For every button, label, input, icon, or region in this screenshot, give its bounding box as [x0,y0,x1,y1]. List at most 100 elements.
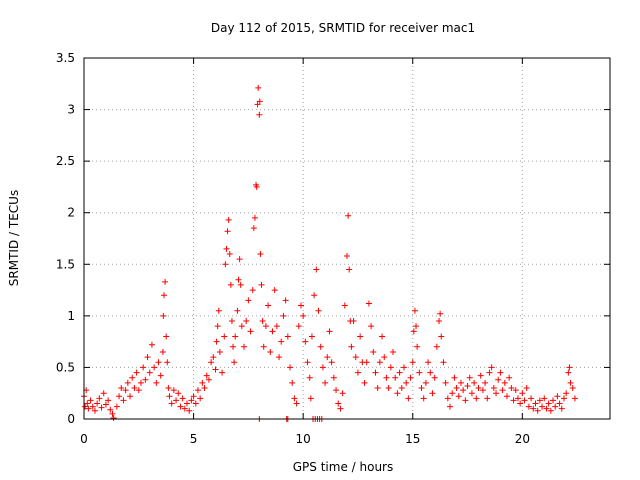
data-point [190,393,197,400]
data-point [539,403,546,410]
data-point [260,343,267,350]
data-point [175,390,182,397]
data-point [433,343,440,350]
data-point [91,407,98,414]
x-axis-label: GPS time / hours [293,460,394,474]
data-point [160,312,167,319]
data-point [344,253,350,260]
data-point [521,397,528,404]
data-point [565,369,572,376]
y-tick-label: 3 [67,103,75,117]
data-point [197,395,204,402]
data-point [214,323,221,330]
data-point [372,369,379,376]
data-point [394,390,401,397]
data-point [257,250,264,257]
data-point [162,278,169,285]
x-tick-label: 5 [190,432,198,446]
data-point [107,406,114,413]
data-point [87,397,94,404]
data-point [247,328,254,335]
data-point [532,400,539,407]
data-point [451,374,458,381]
data-point [110,414,117,421]
data-point [302,338,309,345]
data-point [165,385,172,392]
data-point [363,359,370,366]
data-point [201,385,208,392]
data-point [547,407,554,414]
data-point [442,379,449,386]
data-point [251,214,258,221]
data-point [137,379,144,386]
data-point [365,300,372,307]
data-point [444,395,451,402]
data-point [525,403,532,410]
data-point [269,328,276,335]
chart-title: Day 112 of 2015, SRMTID for receiver mac… [211,21,475,35]
data-point [403,379,410,386]
data-point [490,385,497,392]
data-point [304,359,311,366]
data-point [337,405,344,412]
data-point [455,393,462,400]
data-point [429,390,436,397]
data-point [297,302,304,309]
data-point [124,379,131,386]
data-point [109,410,116,417]
data-point [278,338,285,345]
data-point [267,348,274,355]
data-point [255,84,262,91]
data-point [567,379,574,386]
data-point [339,390,346,397]
data-point [560,395,567,402]
data-point [381,354,388,361]
y-tick-label: 3.5 [56,51,75,65]
data-point [256,98,263,105]
data-point [374,385,381,392]
data-point [499,387,506,394]
data-point [216,348,223,355]
data-point [376,359,383,366]
data-point [357,333,364,340]
data-point [311,292,318,299]
x-tick-label: 10 [296,432,311,446]
data-point [249,287,256,294]
data-point [157,372,164,379]
data-point [352,354,359,361]
x-tick-label: 0 [80,432,88,446]
data-point [308,333,315,340]
data-point [479,387,486,394]
data-point [503,393,510,400]
data-point [466,374,473,381]
data-point [223,245,230,252]
data-point [228,318,235,325]
data-point [170,387,177,394]
data-point [135,387,142,394]
data-point [335,400,342,407]
data-point [411,307,418,314]
y-tick-label: 0.5 [56,360,75,374]
data-point [85,405,92,412]
data-point [545,400,552,407]
data-point [556,400,563,407]
data-point [350,318,357,325]
data-point [477,372,484,379]
y-tick-label: 2.5 [56,154,75,168]
data-point [133,369,140,376]
data-point [497,369,504,376]
x-tick-label: 20 [515,432,530,446]
data-point [177,403,184,410]
data-point [345,212,352,219]
data-point [240,343,247,350]
data-point [315,307,322,314]
data-point [118,385,125,392]
data-point [346,266,353,273]
data-point [234,307,241,314]
data-point [265,302,272,309]
data-point [89,403,96,410]
data-point [116,393,123,400]
data-point [235,276,242,283]
data-point [194,387,201,394]
data-point [436,318,443,325]
